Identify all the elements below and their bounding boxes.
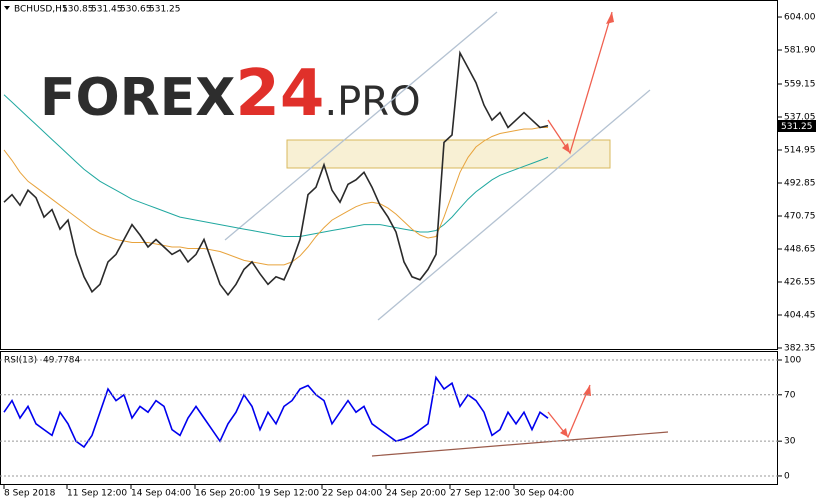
- y-tick-label: 404.45: [784, 310, 816, 320]
- series-line: [3, 94, 549, 237]
- x-tick-label: 16 Sep 20:00: [195, 489, 255, 499]
- y-tick-label: 604.00: [784, 13, 816, 23]
- y-tick-label: 100: [784, 356, 801, 366]
- rsi-panel-frame: [0, 351, 778, 485]
- series-line: [3, 50, 549, 297]
- y-tick-label: 537.05: [784, 112, 816, 122]
- price-tag: [778, 120, 816, 132]
- y-tick-label: 470.75: [784, 211, 816, 221]
- x-tick-label: 24 Sep 20:00: [386, 489, 446, 499]
- x-tick-label: 19 Sep 12:00: [259, 489, 319, 499]
- ohlc-open: 530.85: [62, 5, 94, 15]
- channel-line: [377, 89, 651, 321]
- x-tick-label: 22 Sep 04:00: [322, 489, 382, 499]
- y-tick-label: 382.35: [784, 343, 816, 353]
- arrow-head: [562, 143, 570, 153]
- rsi-trendline: [371, 431, 669, 457]
- x-tick-label: 14 Sep 04:00: [131, 489, 191, 499]
- y-tick-label: 492.85: [784, 178, 816, 188]
- menu-arrow[interactable]: [4, 6, 10, 10]
- watermark-part: .PRO: [324, 79, 420, 125]
- arrow-head: [560, 428, 568, 437]
- x-tick-label: 30 Sep 04:00: [514, 489, 574, 499]
- price-panel-frame: [0, 0, 778, 350]
- x-tick-label: 27 Sep 12:00: [450, 489, 510, 499]
- channel-line: [224, 11, 498, 241]
- y-tick-label: 0: [784, 471, 790, 481]
- series-line: [3, 375, 549, 449]
- symbol: BCHUSD,H1: [14, 5, 68, 15]
- ohlc-close: 531.25: [149, 5, 181, 15]
- price-tag-label: 531.25: [781, 122, 813, 132]
- annotations: [224, 11, 669, 457]
- y-tick-label: 30: [784, 437, 796, 447]
- ohlc-high: 531.45: [91, 5, 123, 15]
- y-tick-label: 559.15: [784, 79, 816, 89]
- y-tick-label: 448.65: [784, 244, 816, 254]
- x-tick-label: 11 Sep 12:00: [67, 489, 127, 499]
- y-tick-label: 70: [784, 390, 796, 400]
- x-tick-label: 8 Sep 2018: [4, 489, 56, 499]
- arrow-head: [583, 385, 591, 396]
- watermark-part: FOREX: [40, 68, 235, 128]
- support-zone: [286, 139, 611, 169]
- arrow-head: [606, 12, 614, 24]
- y-tick-label: 426.55: [784, 277, 816, 287]
- watermark: FOREX24.PRO: [40, 57, 421, 131]
- y-tick-label: 514.95: [784, 145, 816, 155]
- ohlc-low: 530.65: [120, 5, 152, 15]
- watermark-part: 24: [235, 57, 324, 131]
- series-line: [3, 127, 548, 266]
- y-tick-label: 581.90: [784, 46, 816, 56]
